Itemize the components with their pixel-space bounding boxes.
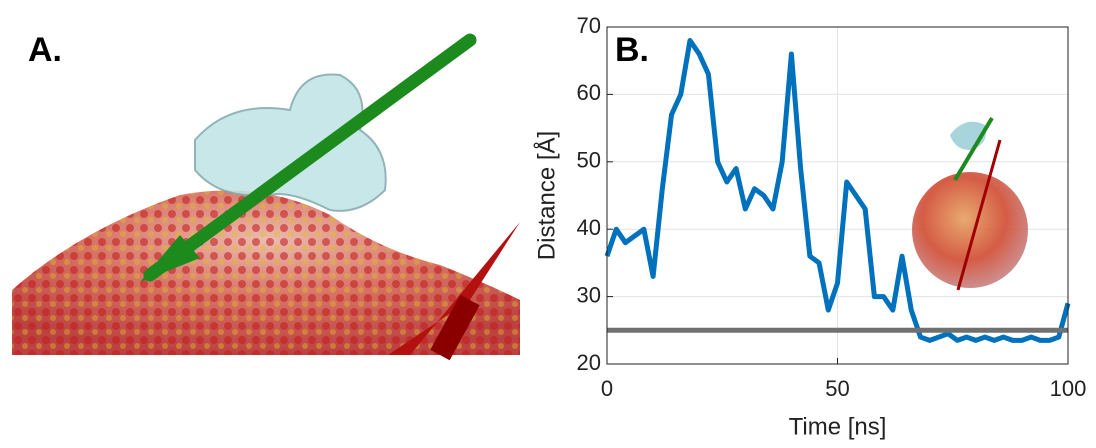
panel-label: B. [615, 31, 649, 69]
y-tick-label: 50 [577, 148, 601, 173]
x-tick-label: 100 [1050, 376, 1087, 401]
y-tick-label: 70 [577, 13, 601, 38]
inset-arrow [956, 139, 1002, 291]
y-tick-label: 20 [577, 350, 601, 375]
y-tick-label: 40 [577, 215, 601, 240]
y-tick-label: 60 [577, 80, 601, 105]
panel-a-image [12, 33, 520, 361]
x-tick-label: 0 [601, 376, 613, 401]
y-axis-label: Distance [Å] [532, 131, 560, 260]
x-axis-label: Time [ns] [789, 413, 887, 440]
data-line [604, 37, 1071, 343]
chart: 20 30 40 50 60 70 0 50 100 Time [ns] Distance [Å] B… [532, 13, 1086, 441]
y-tick-label: 30 [577, 282, 601, 307]
inset-arrow [953, 116, 994, 182]
inset-sphere [912, 172, 1028, 288]
x-tick-label: 50 [825, 376, 849, 401]
panel-label: A. [28, 31, 62, 69]
